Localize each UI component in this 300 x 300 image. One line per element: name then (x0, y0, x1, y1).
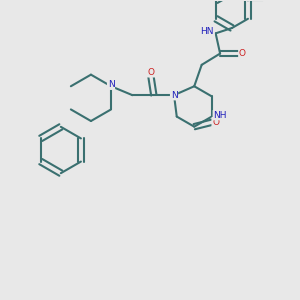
Text: N: N (108, 80, 114, 89)
Text: N: N (171, 91, 177, 100)
Text: O: O (239, 49, 246, 58)
Text: O: O (147, 68, 155, 77)
Text: NH: NH (213, 111, 227, 120)
Text: HN: HN (201, 27, 214, 36)
Text: O: O (212, 118, 219, 127)
